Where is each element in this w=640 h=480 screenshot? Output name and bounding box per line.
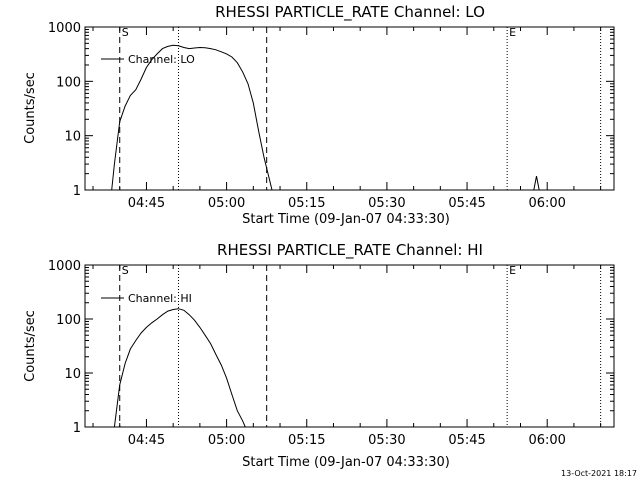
- chart-title: RHESSI PARTICLE_RATE Channel: LO: [215, 3, 485, 22]
- marker-label: S: [122, 26, 129, 39]
- x-axis: 04:45 05:00 05:15 05:30 05:45 06:00: [92, 265, 602, 448]
- x-tick-label: 05:15: [288, 196, 325, 211]
- legend: Channel: HI: [101, 292, 192, 305]
- legend-entry: Channel: HI: [128, 292, 192, 305]
- y-axis: 1 10 100 1000: [48, 21, 614, 199]
- y-tick-label: 10: [64, 130, 81, 145]
- x-tick-label: 04:45: [128, 196, 165, 211]
- y-tick-label: 10: [64, 367, 81, 382]
- plot-frame: [84, 26, 615, 191]
- y-tick-label: 1000: [48, 21, 81, 36]
- x-axis-label: Start Time (09-Jan-07 04:33:30): [242, 212, 450, 227]
- generated-timestamp: 13-Oct-2021 18:17: [561, 469, 637, 478]
- x-tick-label: 05:30: [368, 433, 405, 448]
- y-tick-label: 1: [73, 184, 81, 199]
- x-tick-label: 05:30: [368, 196, 405, 211]
- x-axis: 04:45 05:00 05:15 05:30 05:45 06:00: [92, 27, 602, 211]
- marker-label: E: [509, 26, 516, 39]
- series-line: [533, 176, 540, 191]
- legend: Channel: LO: [101, 53, 195, 66]
- y-tick-label: 1000: [48, 259, 81, 274]
- series-line: [111, 44, 273, 191]
- y-axis-label: Counts/sec: [23, 72, 38, 144]
- y-tick-label: 100: [56, 313, 81, 328]
- series-group: [111, 44, 540, 191]
- series-group: [113, 308, 246, 428]
- x-tick-label: 06:00: [528, 433, 565, 448]
- chart-title: RHESSI PARTICLE_RATE Channel: HI: [217, 241, 483, 260]
- legend-entry: Channel: LO: [128, 53, 195, 66]
- series-line: [113, 308, 246, 428]
- x-tick-label: 05:45: [448, 433, 485, 448]
- marker-label: E: [509, 264, 516, 277]
- y-axis: 1 10 100 1000: [48, 259, 614, 436]
- y-tick-label: 100: [56, 75, 81, 90]
- x-tick-label: 05:15: [288, 433, 325, 448]
- x-tick-label: 05:45: [448, 196, 485, 211]
- x-tick-label: 06:00: [528, 196, 565, 211]
- x-tick-label: 04:45: [128, 433, 165, 448]
- plot-frame: [84, 264, 615, 428]
- x-axis-label: Start Time (09-Jan-07 04:33:30): [242, 455, 450, 470]
- y-tick-label: 1: [73, 421, 81, 436]
- marker-label: S: [122, 264, 129, 277]
- y-axis-label: Counts/sec: [23, 310, 38, 382]
- x-tick-label: 05:00: [208, 196, 245, 211]
- x-tick-label: 05:00: [208, 433, 245, 448]
